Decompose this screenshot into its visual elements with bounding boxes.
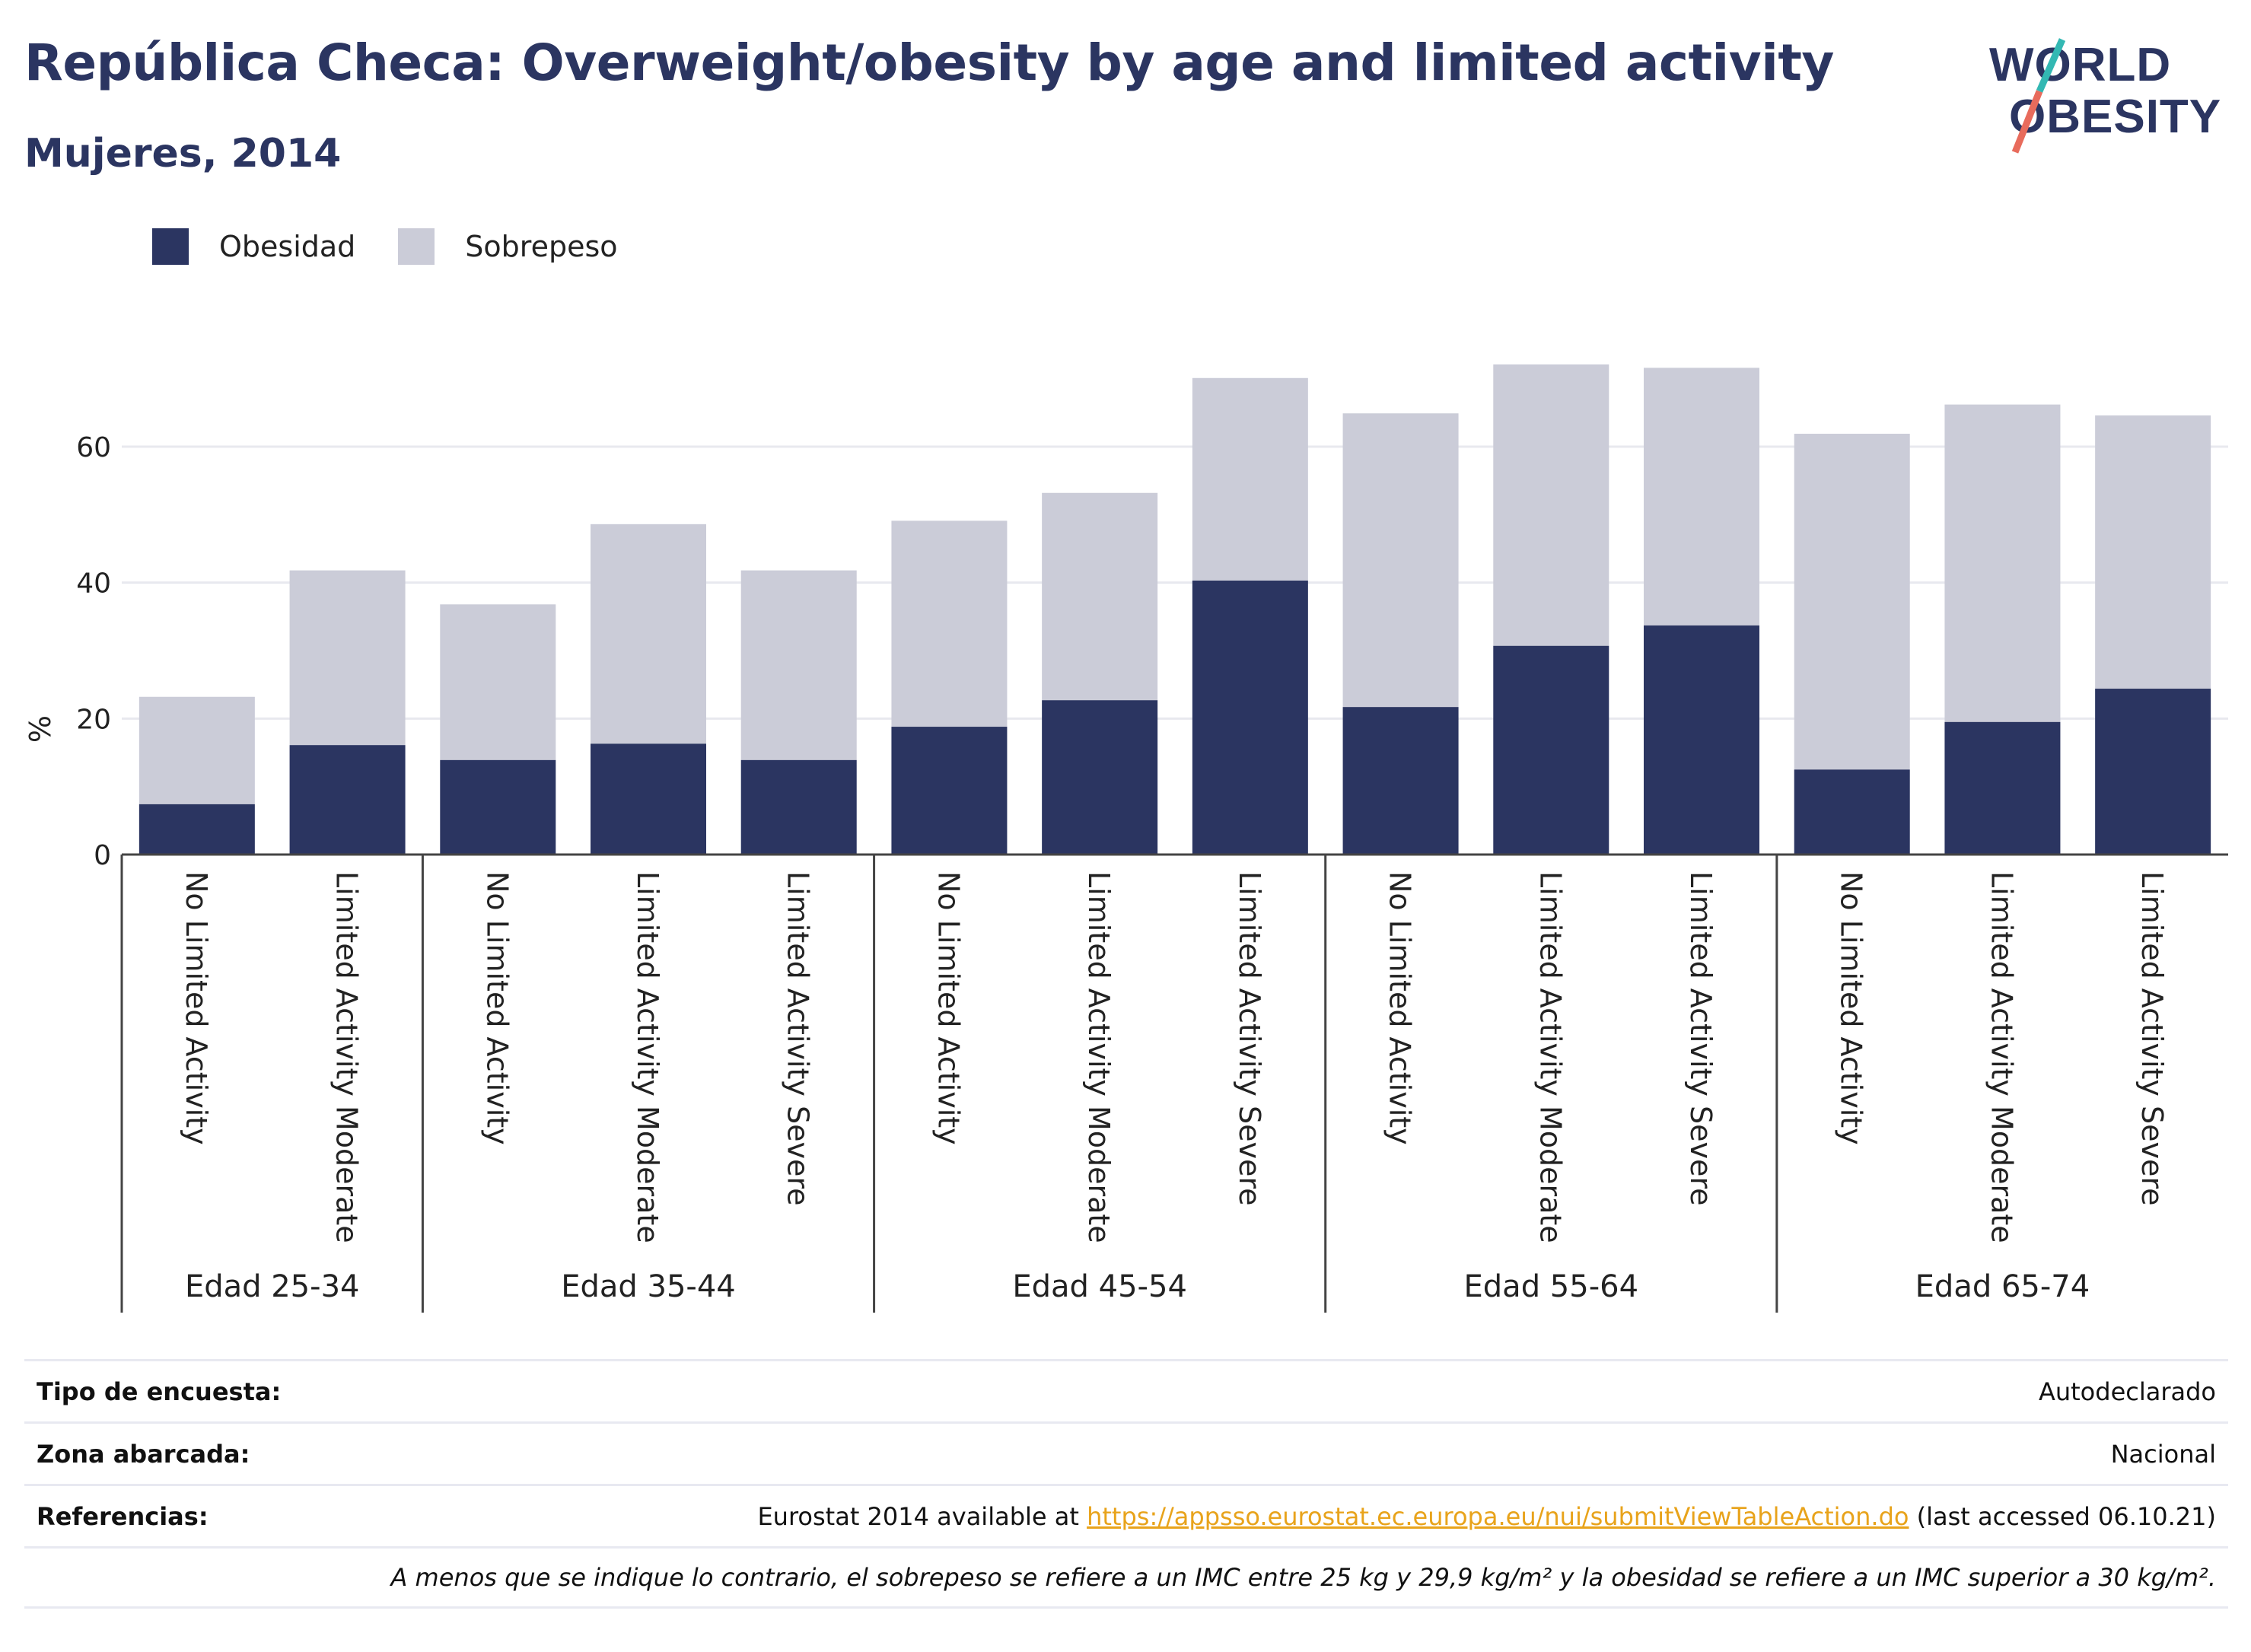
- bar-obesity: [1042, 700, 1158, 855]
- survey-type-label: Tipo de encuesta:: [37, 1377, 282, 1406]
- y-tick-label: 0: [94, 840, 111, 871]
- category-label: Limited Activity Severe: [1684, 871, 1718, 1206]
- footer-row-area: Zona abarcada: Nacional: [24, 1421, 2228, 1484]
- bar-overweight: [440, 604, 556, 760]
- svg-text:OBESITY: OBESITY: [2009, 91, 2221, 143]
- bar-obesity: [289, 745, 406, 855]
- y-axis-label: %: [24, 715, 57, 743]
- group-label: Edad 35-44: [561, 1269, 736, 1304]
- category-label: No Limited Activity: [931, 871, 965, 1145]
- area-label: Zona abarcada:: [37, 1439, 250, 1469]
- group-label: Edad 55-64: [1464, 1269, 1639, 1304]
- legend-swatch-obesity: [152, 228, 189, 265]
- bar-obesity: [2095, 689, 2211, 855]
- category-label: Limited Activity Severe: [2135, 871, 2169, 1206]
- bar-overweight: [1794, 434, 1910, 770]
- bar-obesity: [1493, 645, 1609, 855]
- bar-overweight: [1192, 377, 1308, 581]
- category-label: No Limited Activity: [1835, 871, 1868, 1145]
- category-label: No Limited Activity: [180, 871, 213, 1145]
- bar-obesity: [440, 759, 556, 855]
- svg-text:WORLD: WORLD: [1989, 39, 2171, 91]
- bar-overweight: [289, 570, 406, 746]
- footer-table: Tipo de encuesta: Autodeclarado Zona aba…: [24, 1359, 2228, 1609]
- bar-obesity: [891, 727, 1008, 855]
- category-label: Limited Activity Severe: [1233, 871, 1266, 1206]
- bar-overweight: [1493, 364, 1609, 646]
- category-label: Limited Activity Severe: [782, 871, 815, 1206]
- footer-row-references: Referencias: Eurostat 2014 available at …: [24, 1484, 2228, 1546]
- y-tick-label: 60: [76, 432, 111, 463]
- legend: Obesidad Sobrepeso: [152, 225, 661, 268]
- bar-overweight: [138, 696, 255, 804]
- world-obesity-logo: WORLD OBESITY: [1989, 38, 2221, 154]
- legend-item-overweight[interactable]: Sobrepeso: [398, 228, 618, 265]
- bar-overweight: [1644, 368, 1759, 625]
- category-label: Limited Activity Moderate: [1985, 871, 2018, 1243]
- bar-overweight: [591, 524, 706, 744]
- definition-note: A menos que se indique lo contrario, el …: [390, 1563, 2216, 1592]
- group-label: Edad 45-54: [1012, 1269, 1187, 1304]
- bar-obesity: [138, 804, 255, 855]
- legend-item-obesity[interactable]: Obesidad: [152, 228, 355, 265]
- bar-overweight: [1042, 492, 1158, 701]
- y-tick-label: 20: [76, 704, 111, 735]
- bar-obesity: [1944, 721, 2061, 855]
- legend-swatch-overweight: [398, 228, 435, 265]
- bar-obesity: [740, 759, 857, 855]
- bar-overweight: [1944, 404, 2061, 722]
- bar-obesity: [1794, 769, 1910, 855]
- bar-obesity: [1192, 580, 1308, 855]
- references-prefix: Eurostat 2014 available at: [757, 1501, 1087, 1531]
- legend-label-obesity: Obesidad: [219, 230, 356, 263]
- legend-label-overweight: Sobrepeso: [465, 230, 618, 263]
- bar-obesity: [591, 743, 706, 855]
- bar-obesity: [1644, 625, 1759, 855]
- footer-row-survey: Tipo de encuesta: Autodeclarado: [24, 1359, 2228, 1421]
- bar-obesity: [1342, 707, 1459, 855]
- bar-overweight: [740, 570, 857, 760]
- category-label: Limited Activity Moderate: [631, 871, 664, 1243]
- group-label: Edad 25-34: [185, 1269, 360, 1304]
- area-value: Nacional: [2110, 1439, 2216, 1469]
- category-label: Limited Activity Moderate: [1533, 871, 1567, 1243]
- bar-overweight: [2095, 415, 2211, 689]
- bar-overweight: [1342, 413, 1459, 708]
- footer-row-note: A menos que se indique lo contrario, el …: [24, 1546, 2228, 1609]
- category-label: Limited Activity Moderate: [330, 871, 364, 1243]
- group-label: Edad 65-74: [1915, 1269, 2090, 1304]
- category-label: No Limited Activity: [480, 871, 514, 1145]
- bar-overweight: [891, 520, 1008, 727]
- references-link[interactable]: https://appsso.eurostat.ec.europa.eu/nui…: [1087, 1501, 1909, 1531]
- references-value: Eurostat 2014 available at https://appss…: [757, 1502, 2216, 1531]
- category-label: No Limited Activity: [1383, 871, 1417, 1145]
- references-label: Referencias:: [37, 1501, 209, 1531]
- chart-title: República Checa: Overweight/obesity by a…: [24, 33, 1834, 92]
- y-tick-label: 40: [76, 568, 111, 600]
- stacked-bar-chart: 0 20 40 60% No Limited Activity Limited Activ…: [24, 364, 2228, 1313]
- survey-type-value: Autodeclarado: [2038, 1377, 2216, 1406]
- chart-subtitle: Mujeres, 2014: [24, 131, 342, 177]
- references-suffix: (last accessed 06.10.21): [1909, 1501, 2216, 1531]
- category-label: Limited Activity Moderate: [1082, 871, 1116, 1243]
